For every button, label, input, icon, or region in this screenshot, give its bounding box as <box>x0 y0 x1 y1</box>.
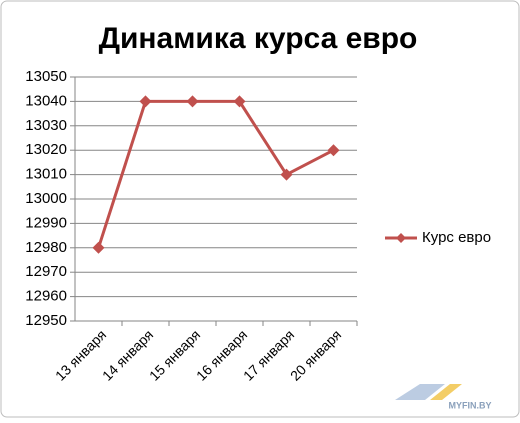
marker <box>186 95 199 108</box>
marker <box>139 95 152 108</box>
y-tick-label: 12960 <box>25 288 67 305</box>
watermark: MYFIN.BY <box>448 400 491 410</box>
y-tick-label: 13030 <box>25 117 67 134</box>
y-tick-label: 13010 <box>25 166 67 183</box>
y-tick-label: 12970 <box>25 263 67 280</box>
y-tick-label: 13040 <box>25 92 67 109</box>
logo-shape <box>430 384 462 400</box>
legend-label: Курс евро <box>422 229 491 246</box>
marker <box>233 95 246 108</box>
y-tick-label: 13050 <box>25 68 67 85</box>
y-tick-label: 12990 <box>25 214 67 231</box>
marker <box>92 241 105 254</box>
chart-title: Динамика курса евро <box>99 22 418 55</box>
line <box>97 99 335 249</box>
y-tick-label: 12950 <box>25 312 67 329</box>
marker <box>280 168 293 181</box>
y-tick-label: 12980 <box>25 239 67 256</box>
marker <box>327 144 340 157</box>
legend-marker <box>396 233 406 243</box>
y-tick-label: 13020 <box>25 141 67 158</box>
logo-shape <box>395 384 445 400</box>
y-tick-label: 13000 <box>25 190 67 207</box>
